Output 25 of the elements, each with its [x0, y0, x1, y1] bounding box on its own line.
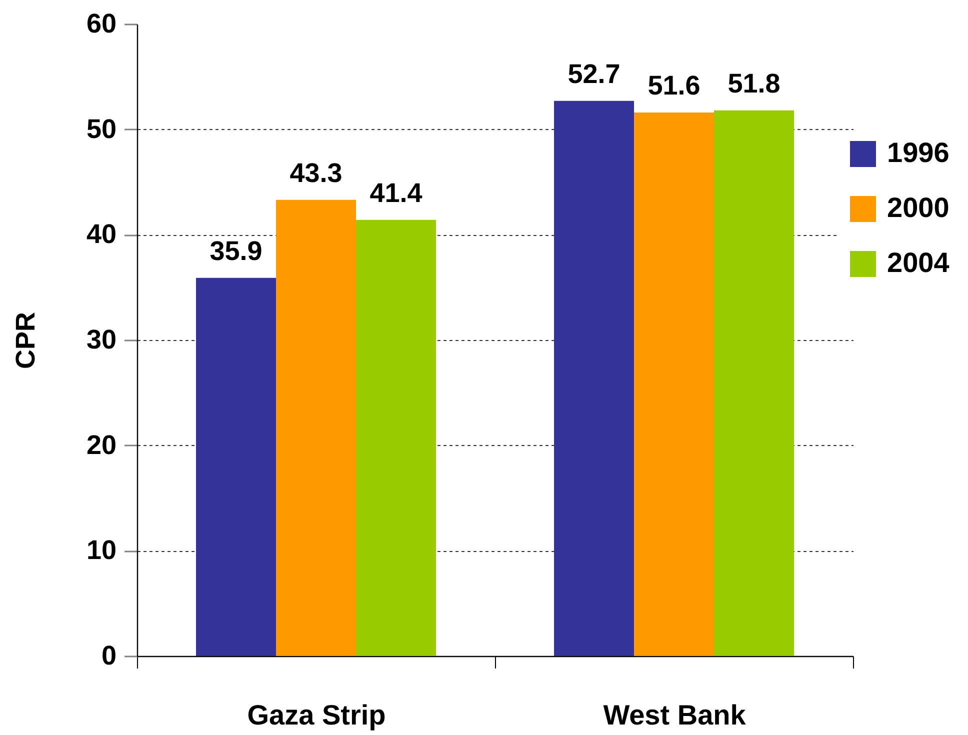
y-tick-label: 10 [86, 535, 116, 566]
y-tick-label: 40 [86, 219, 116, 250]
y-tick-label: 20 [86, 430, 116, 460]
y-tick-label: 30 [86, 324, 116, 354]
legend-label: 2004 [887, 247, 950, 278]
bar [634, 112, 714, 656]
bar [714, 110, 794, 656]
data-label: 43.3 [290, 158, 342, 188]
legend-label: 1996 [887, 137, 950, 168]
x-tick-label: West Bank [603, 700, 746, 730]
y-tick-label: 0 [101, 640, 116, 670]
x-tick-label: Gaza Strip [247, 700, 386, 730]
y-axis-title: CPR [10, 312, 40, 370]
bar [276, 200, 356, 656]
data-label: 52.7 [568, 58, 620, 89]
y-tick-label: 60 [86, 8, 116, 38]
bar [554, 100, 634, 656]
data-label: 35.9 [210, 236, 262, 266]
legend-label: 2000 [887, 192, 950, 223]
data-label: 51.6 [648, 70, 700, 100]
bar [196, 278, 276, 656]
y-tick-label: 50 [86, 114, 116, 144]
data-label: 41.4 [370, 178, 422, 208]
data-label: 51.8 [728, 68, 780, 98]
bar [356, 220, 436, 656]
